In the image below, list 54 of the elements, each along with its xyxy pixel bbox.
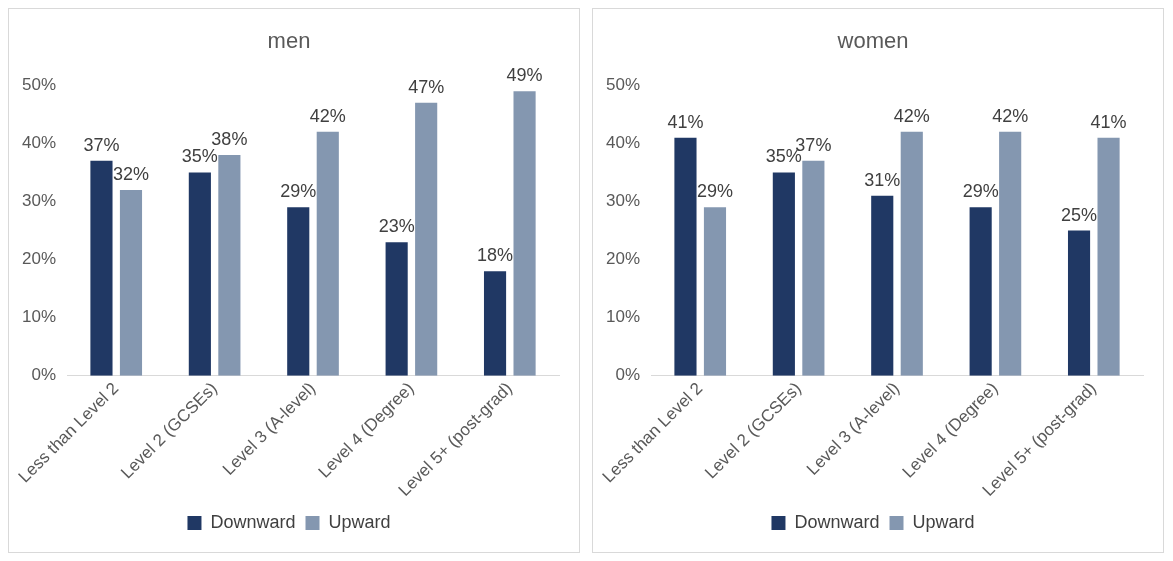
bar [969, 207, 992, 376]
data-label: 29% [962, 181, 999, 202]
y-tick-label: 50% [605, 75, 641, 95]
y-tick-label: 0% [31, 365, 57, 385]
data-label: 47% [408, 76, 445, 97]
bar [999, 131, 1022, 376]
y-tick-label: 20% [605, 249, 641, 269]
bar [802, 160, 825, 376]
data-label: 42% [992, 105, 1029, 126]
data-label: 23% [378, 216, 415, 237]
legend-label: Upward [912, 511, 975, 532]
y-tick-label: 10% [605, 307, 641, 327]
y-tick-label: 50% [21, 75, 57, 95]
data-label: 42% [893, 105, 930, 126]
data-label: 41% [667, 111, 704, 132]
bar [513, 91, 536, 376]
bar [483, 271, 507, 376]
bar [871, 195, 894, 376]
data-label: 42% [309, 105, 346, 126]
data-label: 49% [506, 65, 543, 86]
bar [415, 102, 438, 376]
bar [90, 160, 113, 376]
legend-label: Upward [328, 511, 391, 532]
y-tick-label: 0% [615, 365, 641, 385]
y-tick-label: 10% [21, 307, 57, 327]
data-label: 31% [864, 169, 901, 190]
bar [316, 131, 339, 376]
bar [287, 207, 310, 376]
bar [119, 189, 143, 376]
data-label: 25% [1061, 204, 1098, 225]
legend-label: Downward [210, 511, 296, 532]
y-tick-label: 30% [21, 191, 57, 211]
legend-label: Downward [794, 511, 880, 532]
bar [385, 242, 408, 376]
chart-title: women [836, 28, 909, 54]
y-tick-label: 20% [21, 249, 57, 269]
data-label: 29% [696, 181, 733, 202]
bar [674, 137, 697, 376]
bar [772, 172, 795, 376]
data-label: 18% [477, 245, 514, 266]
y-tick-label: 40% [605, 133, 641, 153]
bar [703, 207, 727, 376]
bar [188, 172, 211, 376]
y-tick-label: 40% [21, 133, 57, 153]
bar [1067, 230, 1091, 376]
data-label: 37% [83, 134, 120, 155]
bar [1097, 137, 1120, 376]
bar [218, 155, 241, 376]
y-tick-label: 30% [605, 191, 641, 211]
data-label: 32% [112, 163, 149, 184]
data-label: 29% [280, 181, 317, 202]
bar [900, 131, 923, 376]
chart-title: men [267, 28, 311, 54]
data-label: 41% [1090, 111, 1127, 132]
